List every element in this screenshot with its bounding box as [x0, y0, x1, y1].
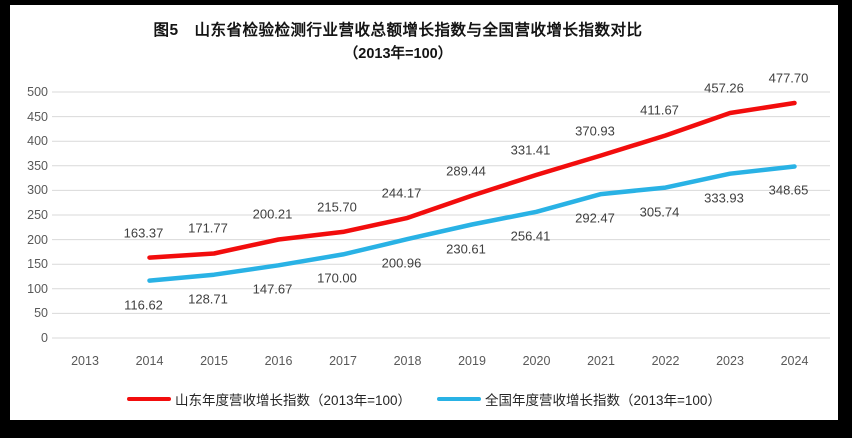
legend-label-national: 全国年度营收增长指数（2013年=100）	[485, 393, 721, 408]
y-axis-tick-label: 300	[27, 183, 48, 198]
series-line-national	[147, 164, 797, 283]
data-label-national: 230.61	[446, 241, 486, 257]
data-label-national: 348.65	[768, 182, 809, 198]
chart-panel: 0 50 100 150 200 250 300 350 400 450 500 2013 2014 20…	[10, 5, 838, 420]
x-axis-tick-label: 2021	[587, 354, 615, 368]
x-axis-tick-label: 2014	[135, 354, 164, 368]
data-label-shandong: 289.44	[446, 163, 486, 179]
y-axis-tick-label: 350	[27, 158, 48, 173]
x-axis-tick-label: 2013	[71, 354, 99, 368]
data-label-shandong: 411.67	[640, 102, 679, 118]
x-axis-tick-label: 2020	[522, 354, 551, 368]
x-axis-tick-label: 2022	[651, 354, 680, 368]
data-label-shandong: 200.21	[252, 206, 293, 222]
x-axis-tick-label: 2023	[716, 354, 744, 368]
data-label-national: 256.41	[510, 228, 551, 244]
y-axis-tick-label: 500	[27, 85, 48, 99]
y-axis-tick-label: 400	[27, 134, 48, 149]
y-axis-tick-label: 150	[27, 257, 48, 272]
data-label-shandong: 477.70	[768, 70, 809, 86]
x-axis-tick-label: 2016	[264, 354, 293, 368]
chart-title: 图5 山东省检验检测行业营收总额增长指数与全国营收增长指数对比	[153, 22, 643, 39]
y-axis-tick-label: 100	[27, 281, 48, 296]
x-axis-tick-label: 2017	[329, 354, 357, 368]
x-axis-tick-label: 2015	[200, 354, 228, 368]
x-axis-tick-label: 2024	[780, 354, 809, 368]
data-label-national: 200.96	[381, 255, 422, 271]
y-axis-tick-label: 0	[41, 331, 48, 345]
data-label-shandong: 370.93	[575, 123, 615, 138]
chart-subtitle: （2013年=100）	[343, 46, 453, 62]
series-line-shandong	[147, 100, 797, 260]
y-axis-tick-label: 450	[27, 109, 48, 124]
legend-swatch-shandong-icon	[127, 397, 172, 401]
data-label-national: 333.93	[704, 190, 744, 206]
data-label-national: 305.74	[639, 204, 680, 220]
data-label-national: 292.47	[575, 210, 615, 226]
data-label-shandong: 457.26	[704, 80, 744, 96]
chart-canvas	[52, 91, 830, 339]
y-axis-tick-label: 50	[34, 306, 48, 321]
data-label-shandong: 244.17	[381, 185, 422, 201]
data-label-shandong: 163.37	[123, 225, 164, 241]
y-axis-tick-label: 250	[27, 208, 48, 222]
plot-area: 0 50 100 150 200 250 300 350 400 450 500 2013 2014 20…	[10, 5, 838, 420]
data-label-shandong: 331.41	[510, 142, 551, 158]
data-label-national: 128.71	[188, 291, 228, 307]
legend-swatch-national-icon	[437, 397, 481, 401]
y-axis-tick-label: 200	[27, 232, 48, 247]
data-label-national: 170.00	[317, 270, 357, 286]
legend-item-shandong: 山东年度营收增长指数（2013年=100）	[127, 389, 411, 409]
legend-label-shandong: 山东年度营收增长指数（2013年=100）	[175, 393, 411, 408]
legend-item-national: 全国年度营收增长指数（2013年=100）	[437, 389, 721, 409]
legend: 山东年度营收增长指数（2013年=100） 全国年度营收增长指数（2013年=1…	[10, 389, 838, 409]
x-axis-tick-label: 2018	[393, 354, 422, 368]
data-label-shandong: 215.70	[317, 199, 357, 215]
data-label-national: 116.62	[124, 297, 163, 313]
data-label-national: 147.67	[252, 281, 293, 297]
data-label-shandong: 171.77	[188, 220, 228, 236]
x-axis-tick-label: 2019	[458, 354, 486, 368]
